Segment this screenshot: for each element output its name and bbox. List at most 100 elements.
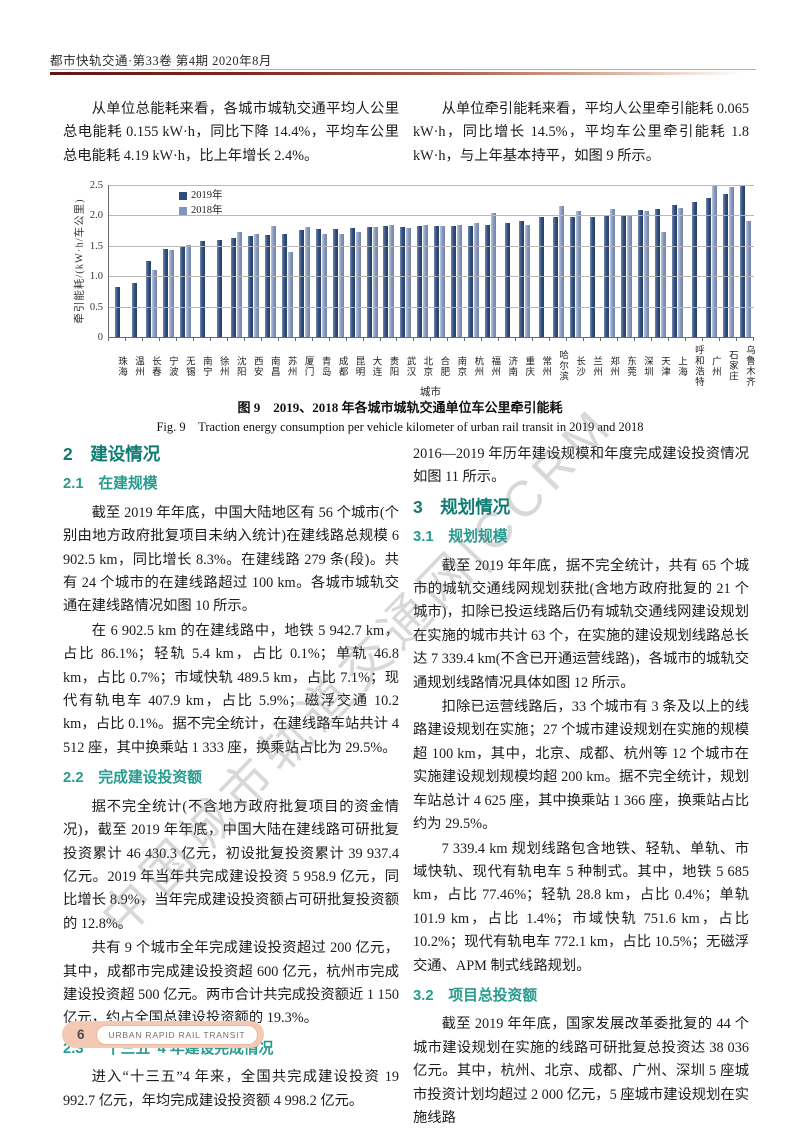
bar-group-常州 — [533, 185, 550, 337]
bar-2018年-乌鲁木齐 — [745, 221, 751, 337]
bar-2018年-深圳 — [644, 210, 650, 337]
bar-group-重庆 — [516, 185, 533, 337]
bar-2019年-天津 — [654, 209, 660, 337]
legend-item-2019年: 2019年 — [179, 188, 223, 203]
x-tick — [482, 338, 500, 341]
bar-group-福州 — [482, 185, 499, 337]
bar-2018年-杭州 — [474, 223, 480, 337]
bar-2018年-长沙 — [576, 211, 582, 337]
journal-header: 都市快轨交通·第33卷 第4期 2020年8月 — [50, 54, 272, 68]
x-label-常州: 常州 — [540, 355, 551, 377]
figure-caption-en: Fig. 9 Traction energy consumption per v… — [156, 420, 644, 434]
gridline-2.5 — [109, 185, 754, 186]
paragraph: 截至 2019 年年底，据不完全统计，共有 65 个城市的城轨交通线网规划获批(… — [413, 557, 749, 691]
x-tick — [245, 338, 262, 341]
bar-2019年-无锡 — [179, 245, 185, 337]
x-axis-title: 城市 — [420, 387, 441, 398]
bar-2019年-厦门 — [298, 230, 304, 337]
chart-plot-area: 牵引能耗/(kW·h/车公里) 2019年 2018年 0 0.5 1.0 1.5 2.0… — [75, 180, 754, 343]
bar-2019年-南京 — [451, 225, 457, 337]
bar-2018年-昆明 — [355, 232, 361, 337]
paragraph: 2016—2019 年历年建设规模和年度完成建设投资情况如图 11 所示。 — [413, 446, 749, 486]
x-tick — [465, 338, 483, 341]
x-tick — [262, 338, 279, 341]
x-tick — [397, 338, 415, 341]
x-label-北京: 北京 — [421, 355, 432, 377]
bar-2019年-呼和浩特 — [691, 202, 697, 337]
x-tick — [652, 338, 669, 341]
bar-group-郑州 — [601, 185, 618, 337]
header-rule-red — [50, 72, 756, 75]
x-tick — [703, 338, 720, 341]
x-tick — [177, 338, 194, 341]
bar-2019年-上海 — [671, 205, 677, 337]
x-label-石家庄: 石家庄 — [726, 350, 737, 382]
figure9-chart: 牵引能耗/(kW·h/车公里) 2019年 2018年 0 0.5 1.0 1.5 2.0… — [60, 178, 760, 398]
bar-group-贵阳 — [381, 185, 398, 337]
bar-group-昆明 — [347, 185, 364, 337]
bar-2018年-宁波 — [168, 250, 174, 337]
bar-2019年-宁波 — [162, 248, 168, 337]
bar-2019年-沈阳 — [230, 237, 236, 337]
bar-2018年-哈尔滨 — [559, 206, 565, 337]
intro-paragraph-right: 从单位牵引能耗来看，平均人公里牵引能耗 0.065 kW·h，同比增长 14.5… — [413, 98, 749, 169]
x-tick — [448, 338, 466, 341]
bar-group-上海 — [669, 185, 686, 337]
bar-group-长春 — [143, 185, 160, 337]
bar-group-沈阳 — [228, 185, 245, 337]
x-tick — [347, 338, 364, 341]
bar-2019年-深圳 — [638, 209, 644, 337]
x-tick — [143, 338, 160, 341]
bar-2018年-北京 — [423, 225, 429, 337]
bar-group-宁波 — [160, 185, 177, 337]
intro-paragraph-left: 从单位总能耗来看，各城市城轨交通平均人公里总电能耗 0.155 kW·h，同比下… — [63, 98, 399, 169]
bar-2019年-成都 — [332, 228, 338, 337]
bar-2019年-珠海 — [114, 287, 120, 337]
body-column-left: 2 建设情况 2.1 在建规模 截至 2019 年年底，中国大陆地区有 56 个… — [63, 443, 399, 1114]
x-label-广州: 广州 — [709, 355, 720, 377]
y-tick-label: 2.0 — [89, 210, 103, 222]
x-tick — [296, 338, 313, 341]
bar-group-济南 — [499, 185, 516, 337]
x-label-珠海: 珠海 — [115, 355, 126, 377]
x-tick — [431, 338, 449, 341]
paragraph: 在 6 902.5 km 的在建线路中，地铁 5 942.7 km，占比 86.… — [63, 622, 399, 756]
bar-2018年-福州 — [491, 212, 497, 337]
x-tick — [635, 338, 652, 341]
subsection-heading-3-1: 3.1 规划规模 — [413, 529, 508, 546]
x-label-呼和浩特: 呼和浩特 — [692, 345, 703, 387]
bar-2019年-武汉 — [400, 226, 406, 337]
bar-group-武汉 — [397, 185, 414, 337]
x-label-成都: 成都 — [336, 355, 347, 377]
bar-group-乌鲁木齐 — [737, 185, 754, 337]
bar-2019年-福州 — [485, 225, 491, 337]
bar-group-南宁 — [194, 185, 211, 337]
bar-group-成都 — [330, 185, 347, 337]
bar-2018年-郑州 — [610, 208, 616, 337]
x-tick — [618, 338, 636, 341]
bar-2018年-合肥 — [440, 226, 446, 337]
bar-2018年-天津 — [660, 232, 666, 337]
bar-2019年-北京 — [417, 226, 423, 337]
x-label-重庆: 重庆 — [523, 355, 534, 377]
paragraph: 截至 2019 年年底，国家发展改革委批复的 44 个城市建设规划在实施的线路可… — [413, 1016, 749, 1126]
y-tick-label: 0.5 — [89, 301, 103, 313]
bar-group-无锡 — [177, 185, 194, 337]
legend-swatch-icon — [179, 191, 187, 200]
x-tick — [567, 338, 585, 341]
bar-group-南昌 — [262, 185, 279, 337]
bar-2019年-苏州 — [281, 234, 287, 337]
x-label-苏州: 苏州 — [285, 355, 296, 377]
subsection-heading-2-2: 2.2 完成建设投资额 — [63, 770, 202, 787]
bar-2019年-乌鲁木齐 — [739, 185, 745, 337]
bar-group-南京 — [448, 185, 465, 337]
bar-group-苏州 — [279, 185, 296, 337]
bar-group-天津 — [652, 185, 669, 337]
x-label-福州: 福州 — [489, 355, 500, 377]
x-label-郑州: 郑州 — [608, 355, 619, 377]
x-tick — [533, 338, 551, 341]
journal-name-en: URBAN RAPID RAIL TRANSIT — [95, 1024, 259, 1045]
bar-2018年-青岛 — [321, 233, 327, 337]
x-tick — [550, 338, 568, 341]
x-label-昆明: 昆明 — [353, 355, 364, 377]
